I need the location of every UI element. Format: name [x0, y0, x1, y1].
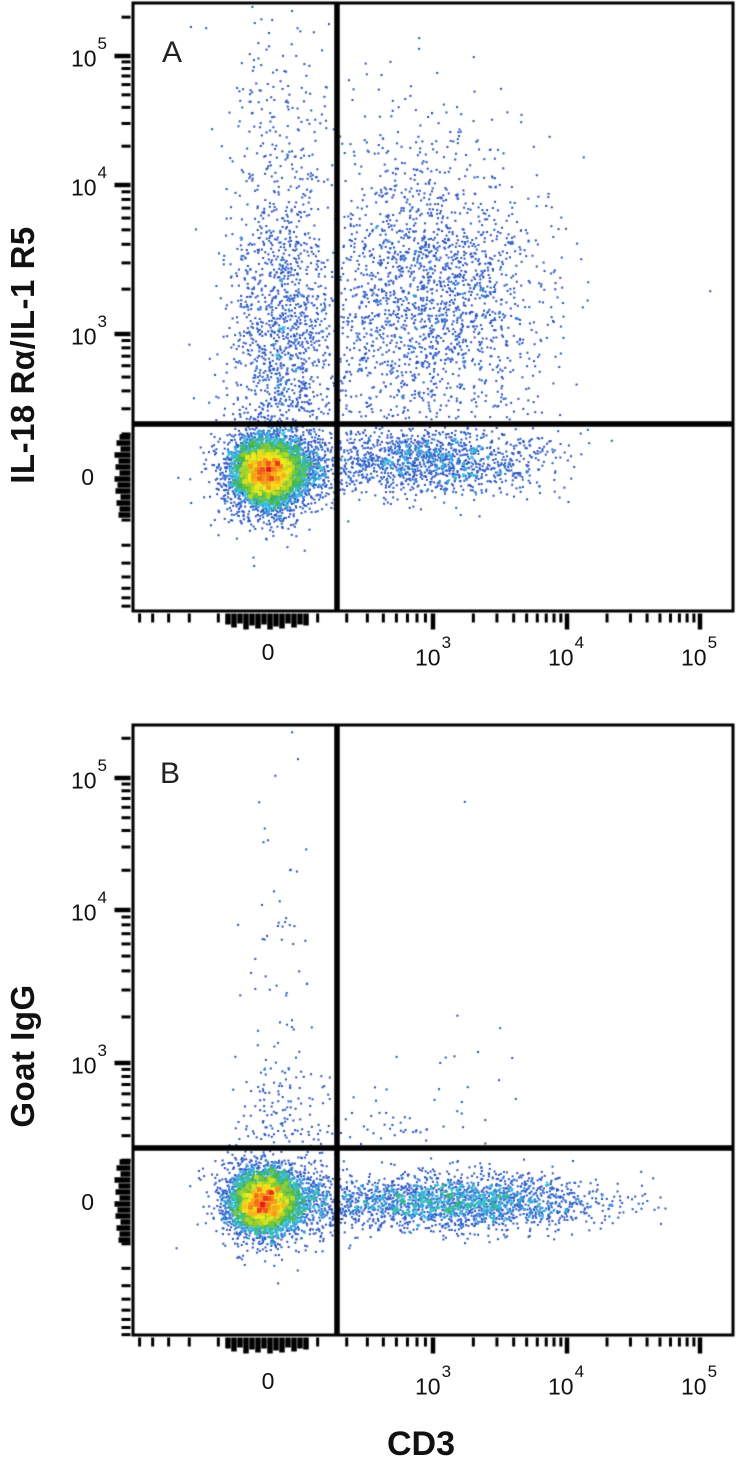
panel-a-label: A — [162, 36, 183, 69]
panel-a-x-tick-1e3: 103 — [388, 633, 478, 671]
tick-base: 10 — [414, 644, 441, 671]
tick-exponent: 4 — [97, 888, 107, 907]
tick-exponent: 3 — [97, 1041, 107, 1060]
panel-b-y-tick-1e4: 104 — [70, 888, 107, 926]
panel-a-y-axis-title: IL-18 Rα/IL-1 R5 — [4, 226, 41, 484]
tick-base: 10 — [680, 1373, 707, 1400]
tick-exponent: 5 — [97, 34, 107, 53]
panel-a-x-tick-0: 0 — [261, 639, 275, 665]
panel-b-x-tick-1e5: 105 — [654, 1362, 737, 1400]
tick-exponent: 5 — [707, 633, 718, 652]
panel-b-x-tick-1e3: 103 — [388, 1362, 478, 1400]
tick-base: 10 — [680, 644, 707, 671]
panel-b-y-tick-1e3: 103 — [70, 1041, 107, 1079]
tick-base: 10 — [547, 1373, 574, 1400]
tick-exponent: 3 — [97, 312, 107, 331]
tick-base: 10 — [70, 45, 97, 72]
panel-a-y-tick-1e5: 105 — [70, 34, 107, 72]
tick-base: 10 — [70, 1052, 97, 1079]
panel-b-x-tick-0: 0 — [261, 1368, 275, 1394]
panel-b-y-tick-0: 0 — [81, 1189, 94, 1215]
panel-b-y-tick-1e5: 105 — [70, 756, 107, 794]
panel-a-y-tick-1e3: 103 — [70, 312, 107, 350]
panel-a-x-tick-1e5: 105 — [654, 633, 737, 671]
tick-exponent: 4 — [97, 163, 107, 182]
panel-b-y-axis-title: Goat IgG — [4, 984, 41, 1128]
tick-exponent: 5 — [97, 756, 107, 775]
tick-exponent: 3 — [441, 1362, 452, 1381]
panel-b-x-tick-1e4: 104 — [521, 1362, 611, 1400]
tick-base: 10 — [70, 323, 97, 350]
tick-base: 10 — [70, 767, 97, 794]
tick-base: 10 — [547, 644, 574, 671]
panel-b-label: B — [160, 757, 181, 790]
tick-exponent: 5 — [707, 1362, 718, 1381]
tick-base: 10 — [414, 1373, 441, 1400]
panel-a-x-tick-1e4: 104 — [521, 633, 611, 671]
tick-base: 10 — [70, 174, 97, 201]
tick-exponent: 4 — [574, 633, 585, 652]
panel-a-y-tick-1e4: 104 — [70, 163, 107, 201]
panel-a-y-tick-0: 0 — [81, 464, 94, 490]
tick-exponent: 4 — [574, 1362, 585, 1381]
tick-base: 10 — [70, 899, 97, 926]
x-axis-title-cd3: CD3 — [386, 1425, 456, 1463]
tick-exponent: 3 — [441, 633, 452, 652]
